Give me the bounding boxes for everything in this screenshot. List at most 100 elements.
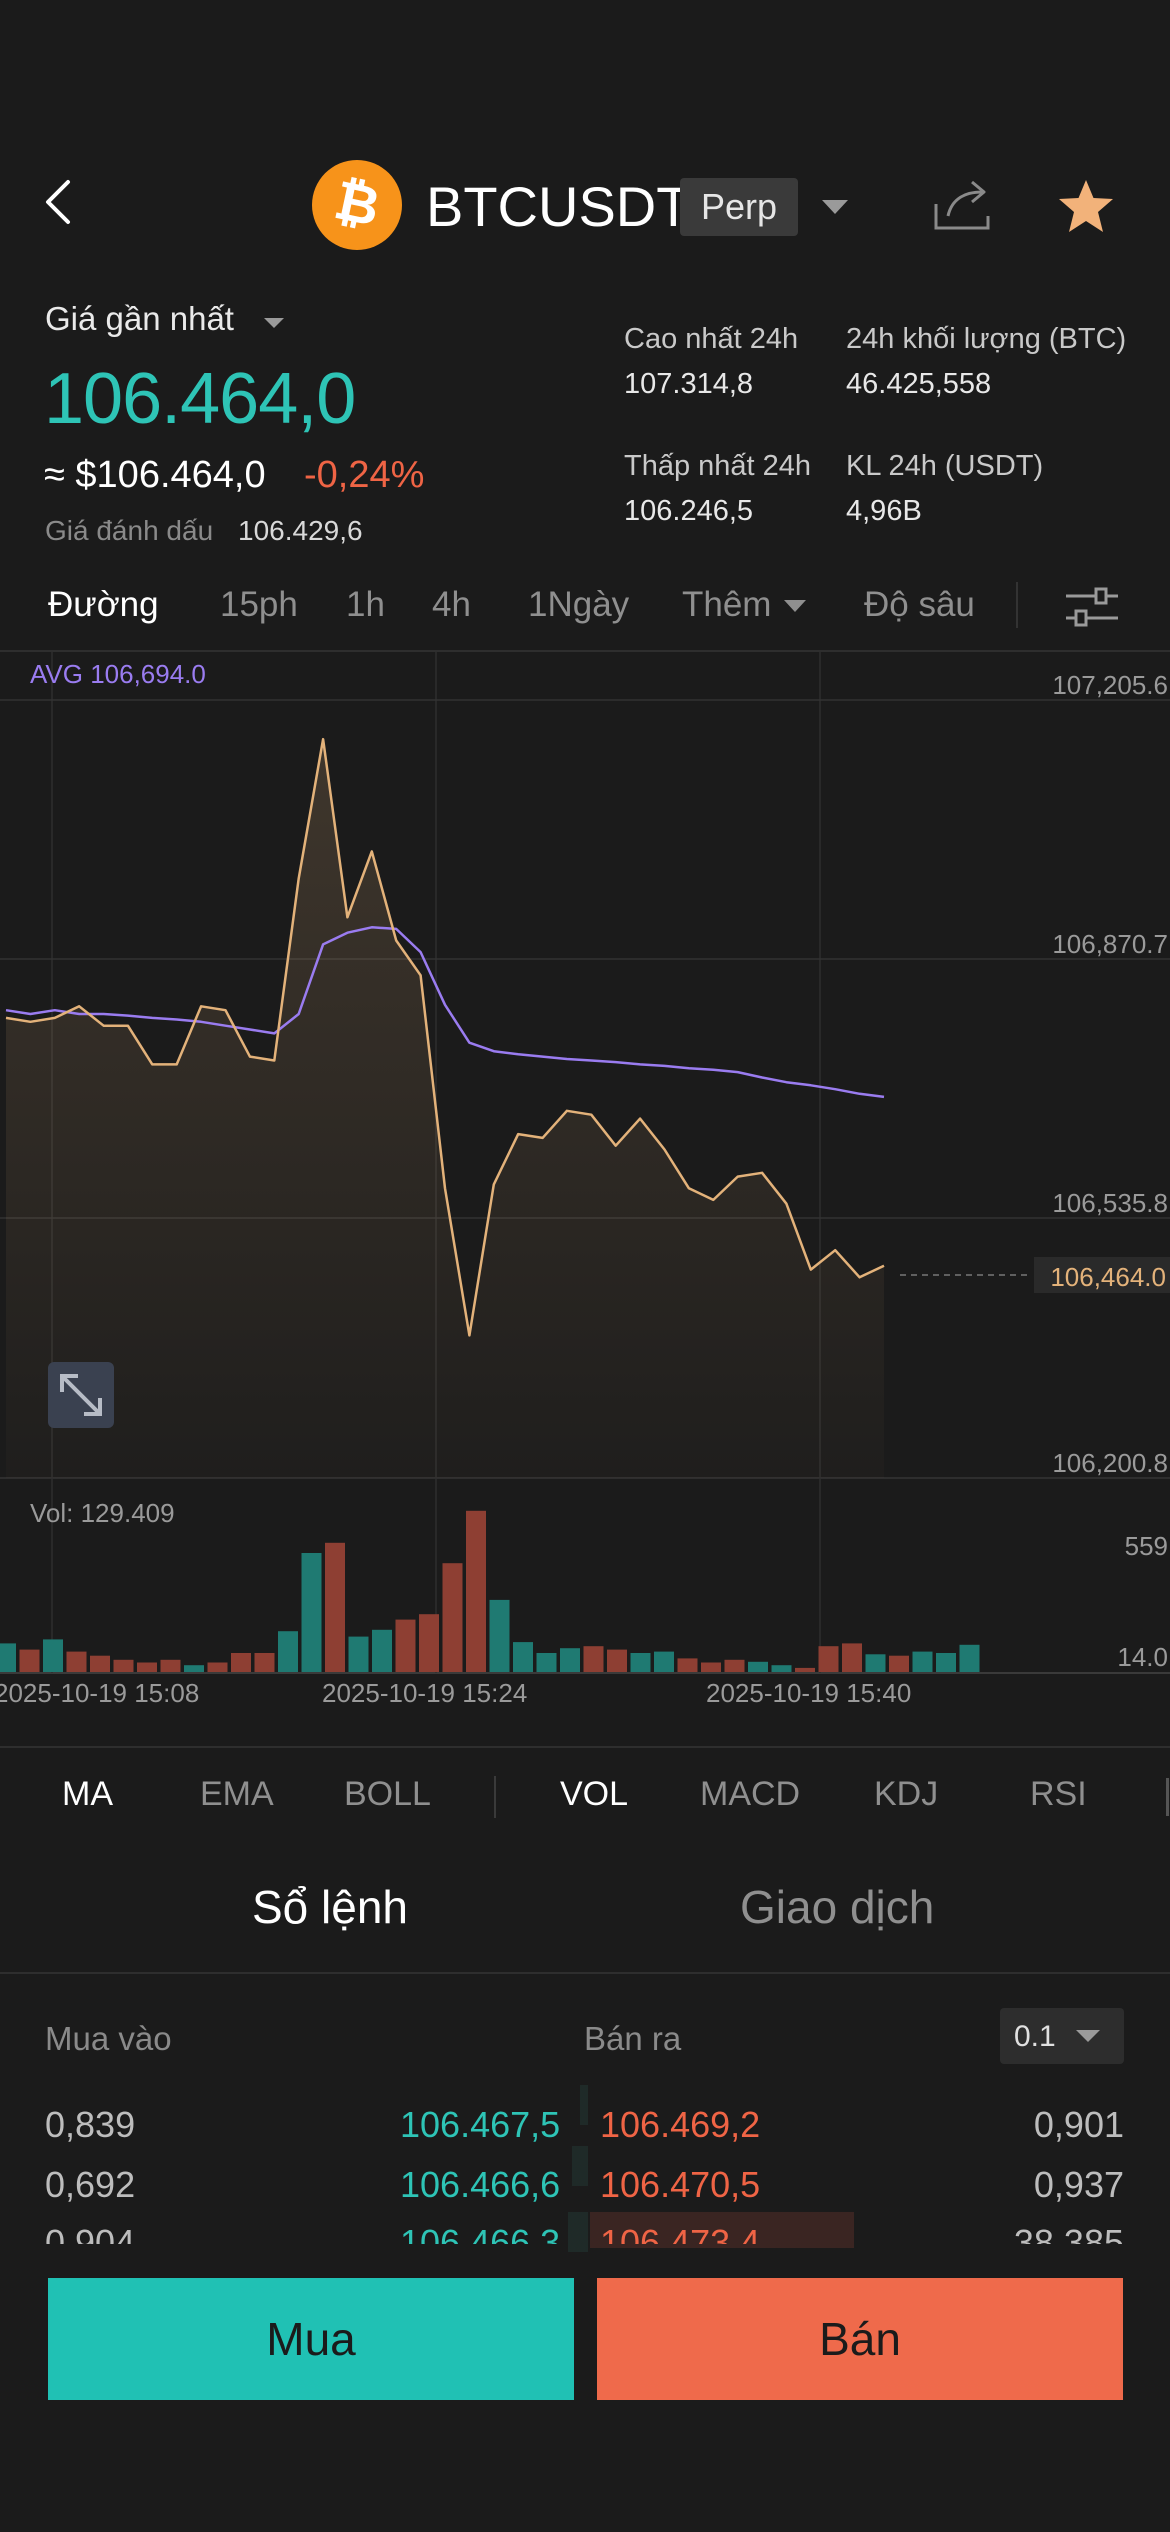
share-icon[interactable]	[930, 176, 994, 236]
favorite-star-icon[interactable]	[1055, 176, 1117, 236]
ask-qty: 0,937	[1033, 2164, 1124, 2205]
volume-bar	[0, 1643, 16, 1672]
volume-bar	[301, 1553, 322, 1672]
volume-bar	[254, 1653, 275, 1672]
buy-button[interactable]: Mua	[48, 2278, 574, 2400]
ask-qty: 0,901	[1033, 2104, 1124, 2145]
volume-bar	[184, 1665, 204, 1672]
volume-bar	[677, 1658, 698, 1672]
volume-bar	[889, 1655, 909, 1672]
x-tick-label: 2025-10-19 15:40	[706, 1678, 911, 1708]
volume-btc-value: 46.425,558	[846, 368, 992, 400]
tab-1h[interactable]: 1h	[346, 585, 385, 624]
volume-label: Vol: 129.409	[30, 1498, 175, 1528]
bid-price[interactable]: 106.467,5	[400, 2104, 561, 2145]
approx-usd-price: ≈ $106.464,0	[44, 454, 266, 496]
indicator-vol[interactable]: VOL	[560, 1775, 629, 1813]
bid-depth-bar	[568, 2212, 588, 2252]
price-chart[interactable]: AVG 106,694.0 107,205.6 106,870.7 106,53…	[0, 650, 1170, 1750]
volume-bar	[489, 1599, 510, 1672]
volume-bar	[959, 1644, 980, 1672]
indicator-ema[interactable]: EMA	[200, 1775, 274, 1813]
ask-header: Bán ra	[584, 2020, 682, 2057]
volume-bar	[748, 1661, 768, 1672]
volume-bar	[113, 1659, 134, 1672]
tab-4h[interactable]: 4h	[432, 585, 471, 624]
indicator-boll[interactable]: BOLL	[344, 1775, 431, 1813]
price-line	[5, 737, 885, 1337]
volume-bar	[724, 1659, 745, 1672]
bid-qty: 0,904	[45, 2222, 136, 2244]
volume-bar	[160, 1659, 181, 1672]
tab-depth[interactable]: Độ sâu	[864, 585, 975, 624]
volume-tick-label: 14.0	[1117, 1642, 1168, 1672]
back-icon[interactable]	[36, 172, 86, 232]
volume-bar	[536, 1653, 557, 1672]
sell-button[interactable]: Bán	[597, 2278, 1123, 2400]
volume-bar	[442, 1563, 463, 1672]
high-24h-label: Cao nhất 24h	[624, 323, 799, 355]
last-price: 106.464,0	[44, 359, 356, 439]
tab-1day[interactable]: 1Ngày	[528, 585, 630, 624]
volume-bar	[583, 1646, 604, 1672]
high-24h-value: 107.314,8	[624, 368, 754, 400]
chart-settings-icon[interactable]	[1062, 582, 1122, 632]
volume-bar	[278, 1631, 298, 1672]
expand-chart-icon[interactable]	[48, 1362, 114, 1428]
svg-text:₿: ₿	[329, 168, 385, 239]
last-price-dropdown-icon[interactable]	[264, 318, 284, 328]
bid-depth-bar	[572, 2146, 588, 2186]
last-price-label[interactable]: Giá gần nhất	[45, 300, 234, 337]
y-tick-label: 107,205.6	[1052, 670, 1168, 700]
volume-bar	[865, 1654, 886, 1672]
volume-bar	[231, 1653, 251, 1672]
bid-qty: 0,839	[45, 2104, 136, 2145]
tab-trades[interactable]: Giao dịch	[740, 1881, 935, 1933]
mark-price-label: Giá đánh dấu	[45, 515, 214, 546]
volume-bar	[513, 1642, 533, 1672]
ask-depth-bar	[590, 2212, 854, 2248]
volume-bar	[842, 1643, 862, 1672]
bitcoin-icon: ₿	[312, 160, 402, 250]
more-dropdown-icon[interactable]	[784, 600, 806, 612]
volume-btc-label: 24h khối lượng (BTC)	[846, 323, 1127, 355]
depth-precision-select[interactable]: 0.1	[1000, 2008, 1124, 2064]
divider	[1016, 582, 1018, 628]
low-24h-value: 106.246,5	[624, 495, 754, 527]
volume-bar	[43, 1639, 63, 1672]
volume-bar	[348, 1636, 369, 1672]
x-tick-label: 2025-10-19 15:08	[0, 1678, 199, 1708]
volume-bar	[372, 1629, 392, 1672]
depth-value: 0.1	[1014, 2020, 1056, 2053]
ask-price[interactable]: 106.469,2	[600, 2104, 761, 2145]
volume-bar	[630, 1653, 651, 1672]
low-24h-label: Thấp nhất 24h	[624, 450, 812, 482]
symbol-dropdown-icon[interactable]	[822, 200, 848, 214]
bid-price[interactable]: 106.466,3	[400, 2222, 561, 2244]
current-price-tag-bg	[1034, 1257, 1170, 1293]
tab-orderbook[interactable]: Sổ lệnh	[252, 1881, 409, 1933]
volume-bar	[19, 1649, 40, 1672]
ask-price[interactable]: 106.470,5	[600, 2164, 761, 2205]
indicator-macd[interactable]: MACD	[700, 1775, 801, 1813]
symbol-title[interactable]: BTCUSDT	[426, 175, 691, 238]
volume-bar	[654, 1651, 674, 1672]
volume-bar	[607, 1649, 627, 1672]
volume-bar	[395, 1619, 416, 1672]
indicator-rsi[interactable]: RSI	[1030, 1775, 1087, 1813]
volume-bar	[912, 1651, 933, 1672]
x-tick-label: 2025-10-19 15:24	[322, 1678, 527, 1708]
price-change-percent: -0,24%	[304, 454, 425, 496]
volume-bar	[560, 1648, 580, 1672]
indicator-kdj[interactable]: KDJ	[874, 1775, 939, 1813]
volume-bar	[207, 1662, 228, 1672]
tab-line[interactable]: Đường	[48, 585, 159, 624]
volume-bar	[936, 1653, 956, 1672]
tab-more[interactable]: Thêm	[682, 585, 772, 624]
indicator-ma[interactable]: MA	[62, 1775, 113, 1813]
volume-bar	[818, 1646, 839, 1672]
tab-15m[interactable]: 15ph	[220, 585, 298, 624]
bid-depth-bar	[580, 2085, 588, 2125]
ask-price[interactable]: 106.473,4	[600, 2222, 761, 2244]
bid-price[interactable]: 106.466,6	[400, 2164, 561, 2205]
